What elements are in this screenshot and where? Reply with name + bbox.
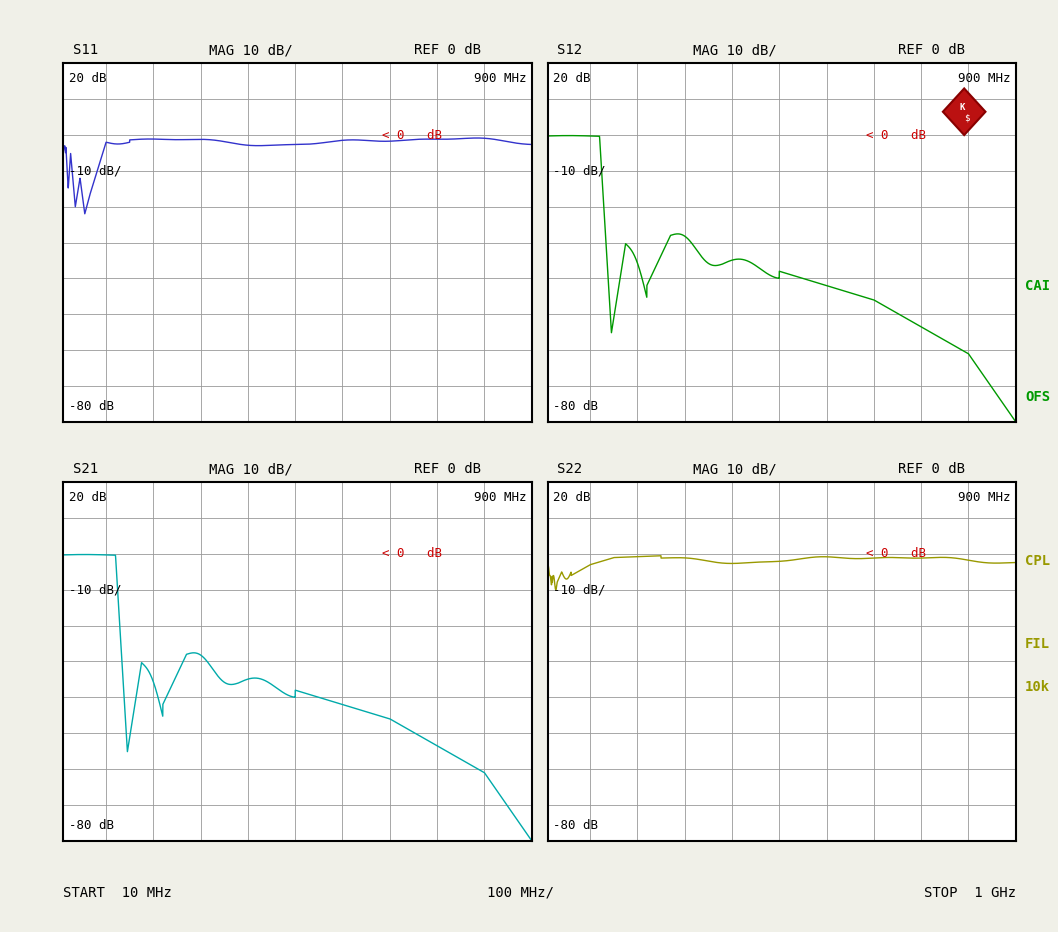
Text: MAG 10 dB/: MAG 10 dB/ bbox=[693, 462, 777, 476]
Text: -80 dB: -80 dB bbox=[553, 818, 598, 831]
Text: REF 0 dB: REF 0 dB bbox=[414, 43, 481, 58]
Text: REF 0 dB: REF 0 dB bbox=[898, 43, 965, 58]
Text: 10k: 10k bbox=[1025, 679, 1051, 693]
Text: S21: S21 bbox=[73, 462, 98, 476]
Text: MAG 10 dB/: MAG 10 dB/ bbox=[208, 43, 293, 58]
Text: 900 MHz: 900 MHz bbox=[957, 73, 1010, 86]
Text: 20 dB: 20 dB bbox=[553, 73, 590, 86]
Text: S12: S12 bbox=[557, 43, 582, 58]
Text: 100 MHz/: 100 MHz/ bbox=[487, 885, 554, 899]
Text: -80 dB: -80 dB bbox=[553, 400, 598, 413]
Text: < 0   dB: < 0 dB bbox=[865, 129, 926, 142]
Text: < 0   dB: < 0 dB bbox=[382, 547, 442, 560]
Text: 900 MHz: 900 MHz bbox=[474, 73, 526, 86]
Text: MAG 10 dB/: MAG 10 dB/ bbox=[208, 462, 293, 476]
Text: CPL: CPL bbox=[1025, 555, 1051, 569]
Text: -80 dB: -80 dB bbox=[69, 818, 114, 831]
Text: START  10 MHz: START 10 MHz bbox=[63, 885, 172, 899]
Text: 900 MHz: 900 MHz bbox=[474, 491, 526, 504]
Text: -80 dB: -80 dB bbox=[69, 400, 114, 413]
Polygon shape bbox=[943, 89, 985, 135]
Text: S22: S22 bbox=[557, 462, 582, 476]
Text: MAG 10 dB/: MAG 10 dB/ bbox=[693, 43, 777, 58]
Text: -10 dB/: -10 dB/ bbox=[553, 164, 605, 177]
Text: < 0   dB: < 0 dB bbox=[865, 547, 926, 560]
Text: 20 dB: 20 dB bbox=[69, 73, 107, 86]
Text: < 0   dB: < 0 dB bbox=[382, 129, 442, 142]
Text: 20 dB: 20 dB bbox=[553, 491, 590, 504]
Text: -10 dB/: -10 dB/ bbox=[69, 583, 122, 596]
Text: REF 0 dB: REF 0 dB bbox=[414, 462, 481, 476]
Text: K: K bbox=[960, 103, 965, 112]
Text: -10 dB/: -10 dB/ bbox=[553, 583, 605, 596]
Text: OFS: OFS bbox=[1025, 390, 1051, 404]
Text: REF 0 dB: REF 0 dB bbox=[898, 462, 965, 476]
Text: S11: S11 bbox=[73, 43, 98, 58]
Text: 900 MHz: 900 MHz bbox=[957, 491, 1010, 504]
Text: $: $ bbox=[964, 114, 969, 123]
Text: -10 dB/: -10 dB/ bbox=[69, 164, 122, 177]
Text: 20 dB: 20 dB bbox=[69, 491, 107, 504]
Text: STOP  1 GHz: STOP 1 GHz bbox=[924, 885, 1016, 899]
Text: CAI: CAI bbox=[1025, 279, 1051, 293]
Text: FIL: FIL bbox=[1025, 637, 1051, 651]
